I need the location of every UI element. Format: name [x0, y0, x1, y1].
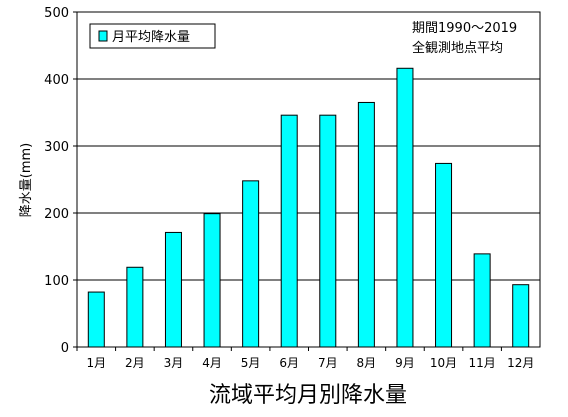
x-tick-label: 7月 — [318, 356, 338, 370]
y-tick-label: 400 — [44, 73, 69, 88]
station-annotation: 全観測地点平均 — [412, 40, 503, 56]
x-tick-label: 4月 — [202, 356, 222, 370]
y-axis-label: 降水量(mm) — [19, 143, 34, 217]
bar-5 — [242, 180, 260, 348]
x-tick-label: 2月 — [125, 356, 145, 370]
x-tick-label: 6月 — [279, 356, 299, 370]
grid-lines — [77, 78, 540, 281]
legend: 月平均降水量 — [89, 23, 216, 49]
x-tick-label: 3月 — [164, 356, 184, 370]
x-tick-label: 12月 — [507, 356, 534, 370]
x-tick-label: 5月 — [241, 356, 261, 370]
period-annotation: 期間1990〜2019 — [412, 21, 517, 36]
bar-11 — [473, 253, 491, 348]
bar-9 — [396, 67, 414, 348]
y-tick-labels: 0 100 200 300 400 500 — [44, 6, 77, 356]
legend-box — [89, 23, 216, 49]
bar-8 — [357, 101, 375, 348]
chart-title: 流域平均月別降水量 — [209, 383, 407, 408]
x-tick-label: 9月 — [395, 356, 415, 370]
y-tick-label: 0 — [61, 341, 69, 356]
y-tick-label: 200 — [44, 207, 69, 222]
y-tick-label: 500 — [44, 6, 69, 21]
x-tick-label: 11月 — [468, 356, 495, 370]
y-tick-label: 300 — [44, 140, 69, 155]
y-tick-label: 100 — [44, 274, 69, 289]
legend-swatch — [98, 30, 108, 42]
bar-4 — [203, 213, 221, 348]
x-tick-label: 10月 — [430, 356, 457, 370]
bar-6 — [280, 114, 298, 348]
x-tick-label: 8月 — [357, 356, 377, 370]
plot-frame — [76, 11, 541, 348]
bars — [87, 67, 530, 348]
x-tick-labels: 1月 2月 3月 4月 5月 6月 7月 8月 9月 10月 11月 12月 — [76, 347, 534, 370]
bar-10 — [435, 162, 453, 348]
bar-1 — [87, 291, 105, 348]
x-tick-label: 1月 — [86, 356, 106, 370]
legend-label: 月平均降水量 — [112, 30, 190, 45]
bar-3 — [164, 231, 182, 348]
bar-12 — [512, 284, 530, 348]
bar-2 — [126, 266, 144, 348]
bar-7 — [319, 114, 337, 348]
